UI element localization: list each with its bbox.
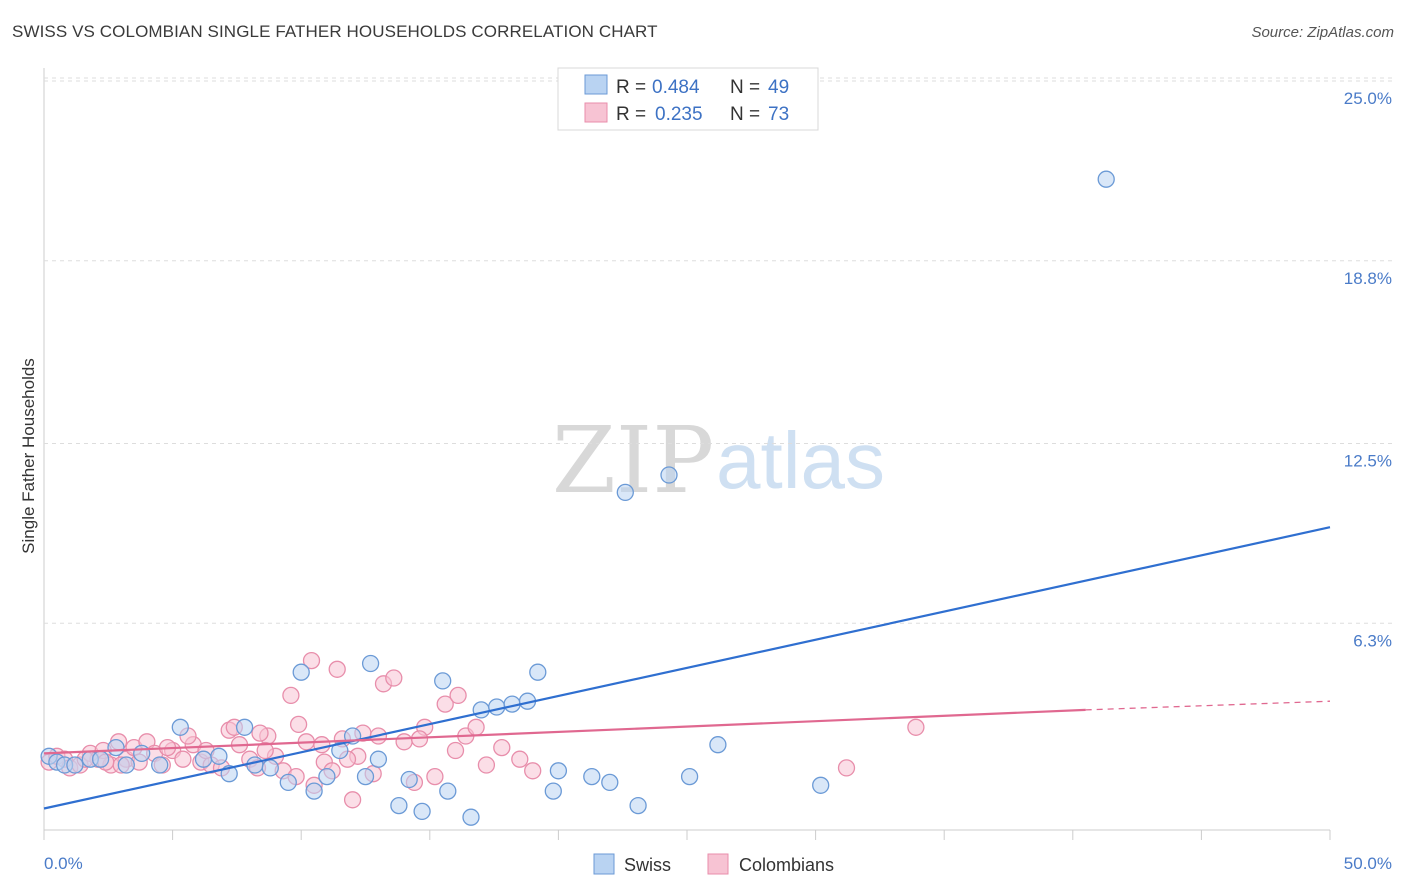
legend-col-n-value: 73 — [768, 104, 789, 125]
colombians-point — [302, 651, 321, 670]
legend-swiss-n-value: 49 — [768, 77, 789, 98]
swiss-point — [369, 750, 388, 768]
legend-swiss-n-label: N = — [730, 77, 760, 98]
legend-col-n-label: N = — [730, 104, 760, 125]
colombians-point — [251, 724, 269, 742]
colombians-point — [395, 733, 413, 751]
source-label: Source: ZipAtlas.com — [1251, 24, 1394, 41]
swiss-point — [151, 756, 169, 774]
swiss-point — [439, 782, 457, 800]
legend-swatch-swiss — [584, 74, 608, 95]
bottom-legend-colombians: Colombians — [739, 855, 834, 875]
swiss-point — [261, 759, 279, 777]
swiss-point — [549, 762, 568, 780]
colombians-point — [174, 750, 192, 768]
swiss-point — [133, 744, 151, 763]
legend-swiss-r-label: R = — [616, 77, 646, 98]
swiss-point — [318, 767, 336, 786]
swiss-point — [413, 802, 431, 821]
bottom-legend-swatch-colombians — [707, 853, 729, 875]
legend-col-r-label: R = — [616, 104, 646, 125]
legend-col-r-value: 0.235 — [655, 104, 703, 125]
swiss-point — [305, 782, 323, 800]
colombians-point — [289, 715, 308, 734]
colombians-point — [477, 756, 496, 774]
bottom-legend-swatch-swiss — [593, 853, 615, 875]
colombians-point — [524, 762, 542, 780]
swiss-point — [680, 767, 699, 786]
swiss-point — [488, 698, 506, 716]
watermark-atlas: atlas — [716, 416, 885, 505]
swiss-point — [279, 773, 297, 792]
correlation-legend: R = 0.484 N = 49 R = 0.235 N = 73 — [557, 67, 819, 131]
swiss-point — [660, 466, 678, 484]
swiss-point — [91, 750, 110, 768]
swiss-point — [210, 747, 228, 765]
swiss-point — [331, 741, 349, 760]
y-tick-label: 25.0% — [1344, 89, 1392, 108]
swiss-point — [107, 738, 125, 757]
colombians-trend-line — [43, 708, 1086, 755]
swiss-point — [117, 756, 135, 774]
x-tick-label-min: 0.0% — [44, 854, 83, 873]
colombians-point — [449, 686, 467, 705]
series-legend: Swiss Colombians — [593, 853, 834, 875]
colombians-point — [282, 686, 300, 705]
swiss-point — [361, 654, 380, 673]
chart-title: SWISS VS COLOMBIAN SINGLE FATHER HOUSEHO… — [12, 22, 658, 41]
watermark-zip: ZIP — [552, 407, 714, 514]
colombians-point — [446, 741, 465, 760]
y-tick-label: 18.8% — [1344, 269, 1392, 288]
swiss-point — [472, 701, 490, 719]
colombians-point — [467, 718, 485, 736]
y-tick-labels: 6.3% 12.5% 18.8% 25.0% — [1344, 89, 1392, 650]
swiss-point — [66, 756, 84, 774]
swiss-point — [390, 796, 408, 815]
x-tick-label-max: 50.0% — [1344, 854, 1392, 873]
swiss-point — [246, 756, 264, 774]
swiss-point — [292, 663, 310, 681]
swiss-point — [601, 773, 619, 792]
colombians-point — [837, 759, 856, 777]
swiss-point — [616, 483, 634, 502]
swiss-point — [583, 767, 601, 786]
bottom-legend-swiss: Swiss — [624, 855, 671, 875]
swiss-trend-line — [43, 526, 1331, 810]
x-ticks — [43, 830, 1331, 840]
legend-swiss-r-value: 0.484 — [652, 77, 700, 98]
colombians-point — [426, 767, 444, 786]
swiss-point — [235, 718, 254, 736]
colombians-point — [436, 695, 454, 713]
swiss-point — [356, 767, 375, 786]
colombians-point — [256, 741, 274, 760]
swiss-point — [529, 663, 547, 681]
swiss-point — [171, 718, 189, 736]
y-tick-label: 12.5% — [1344, 452, 1392, 471]
y-tick-label: 6.3% — [1353, 631, 1392, 650]
colombians-point — [343, 791, 362, 809]
swiss-point — [194, 750, 213, 768]
colombians-point — [493, 738, 511, 757]
trend-lines — [43, 526, 1331, 810]
colombians-trend-extension — [1085, 700, 1331, 711]
colombians-point — [511, 750, 529, 768]
swiss-point — [1097, 170, 1115, 188]
swiss-point — [544, 782, 562, 800]
swiss-point — [812, 776, 830, 794]
swiss-point — [400, 770, 418, 789]
y-axis-title: Single Father Households — [19, 358, 38, 554]
colombians-point — [328, 660, 346, 678]
gridlines — [44, 77, 1392, 624]
swiss-point — [434, 672, 452, 690]
swiss-point — [462, 808, 480, 826]
swiss-point — [629, 796, 647, 815]
colombians-point — [385, 669, 403, 687]
swiss-point — [709, 736, 727, 754]
colombians-point — [313, 736, 331, 754]
colombians-point — [907, 718, 925, 736]
legend-swatch-colombians — [584, 102, 608, 123]
